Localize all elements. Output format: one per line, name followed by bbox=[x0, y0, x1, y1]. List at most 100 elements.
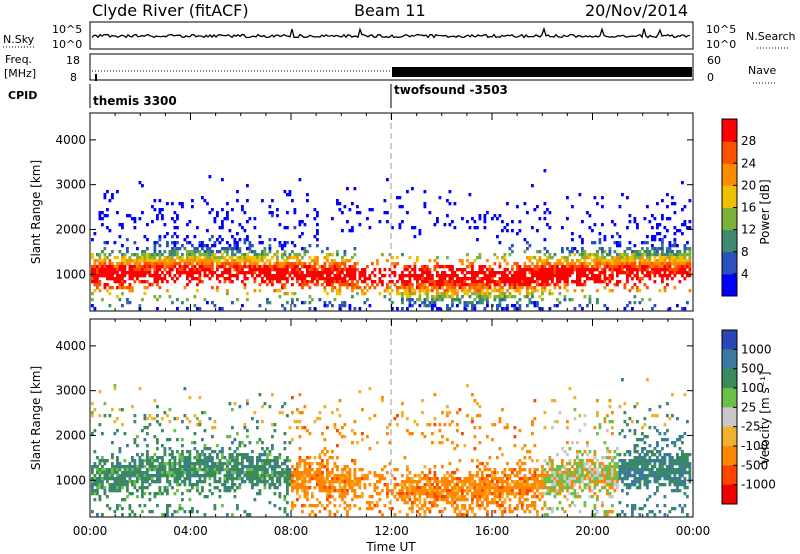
power-echo-cell bbox=[338, 283, 342, 287]
power-echo-cell bbox=[281, 265, 284, 269]
velocity-echo-cell bbox=[173, 492, 177, 496]
power-echo-cell bbox=[531, 226, 534, 230]
velocity-echo-cell bbox=[471, 495, 474, 499]
velocity-echo-cell bbox=[316, 477, 319, 481]
power-echo-cell bbox=[448, 268, 452, 272]
power-echo-cell bbox=[281, 256, 284, 260]
velocity-echo-cell bbox=[258, 477, 262, 481]
velocity-echo-cell bbox=[478, 405, 482, 409]
velocity-echo-cell bbox=[436, 480, 439, 484]
power-echo-cell bbox=[683, 247, 687, 251]
power-echo-cell bbox=[491, 274, 494, 278]
velocity-echo-cell bbox=[446, 492, 449, 496]
power-echo-cell bbox=[208, 262, 212, 266]
velocity-echo-cell bbox=[461, 480, 464, 484]
velocity-echo-cell bbox=[338, 483, 342, 487]
velocity-echo-cell bbox=[308, 468, 312, 472]
velocity-echo-cell bbox=[163, 411, 167, 415]
velocity-echo-cell bbox=[96, 456, 99, 460]
power-echo-cell bbox=[523, 283, 527, 287]
power-echo-cell bbox=[218, 241, 222, 245]
power-echo-cell bbox=[283, 244, 287, 248]
power-echo-cell bbox=[621, 262, 624, 266]
velocity-echo-cell bbox=[148, 468, 152, 472]
power-echo-cell bbox=[561, 247, 564, 251]
power-echo-cell bbox=[121, 253, 124, 257]
power-echo-cell bbox=[158, 295, 162, 299]
velocity-echo-cell bbox=[548, 465, 552, 469]
velocity-echo-cell bbox=[153, 465, 157, 469]
velocity-echo-cell bbox=[353, 504, 357, 508]
power-echo-cell bbox=[601, 259, 604, 263]
velocity-echo-cell bbox=[423, 492, 427, 496]
velocity-echo-cell bbox=[146, 480, 149, 484]
power-echo-cell bbox=[638, 280, 642, 284]
velocity-echo-cell bbox=[113, 465, 117, 469]
velocity-echo-cell bbox=[361, 474, 364, 478]
velocity-echo-cell bbox=[156, 477, 159, 481]
power-echo-cell bbox=[516, 205, 519, 209]
power-echo-cell bbox=[506, 262, 509, 266]
power-echo-cell bbox=[676, 244, 679, 248]
velocity-echo-cell bbox=[266, 453, 269, 457]
power-echo-cell bbox=[456, 298, 459, 302]
power-echo-cell bbox=[598, 277, 602, 281]
velocity-echo-cell bbox=[546, 474, 549, 478]
velocity-echo-cell bbox=[211, 465, 214, 469]
power-echo-cell bbox=[321, 274, 324, 278]
velocity-echo-cell bbox=[431, 486, 434, 490]
power-echo-cell bbox=[173, 232, 177, 236]
freq-unit: [MHz] bbox=[4, 67, 36, 80]
velocity-echo-cell bbox=[211, 471, 214, 475]
power-echo-cell bbox=[161, 253, 164, 257]
power-echo-cell bbox=[416, 280, 419, 284]
power-echo-cell bbox=[203, 250, 207, 254]
power-echo-cell bbox=[246, 271, 249, 275]
power-echo-cell bbox=[413, 268, 417, 272]
power-echo-cell bbox=[313, 208, 317, 212]
power-echo-cell bbox=[603, 286, 607, 290]
velocity-echo-cell bbox=[208, 447, 212, 451]
velocity-echo-cell bbox=[238, 486, 242, 490]
power-echo-cell bbox=[123, 262, 127, 266]
power-echo-cell bbox=[243, 211, 247, 215]
power-echo-cell bbox=[101, 217, 104, 221]
power-echo-cell bbox=[138, 280, 142, 284]
velocity-echo-cell bbox=[428, 480, 432, 484]
velocity-echo-cell bbox=[296, 465, 299, 469]
velocity-echo-cell bbox=[428, 492, 432, 496]
power-echo-cell bbox=[246, 247, 249, 251]
power-echo-cell bbox=[426, 304, 429, 308]
velocity-echo-cell bbox=[406, 489, 409, 493]
power-echo-cell bbox=[218, 259, 222, 263]
power-echo-cell bbox=[688, 253, 692, 257]
velocity-echo-cell bbox=[466, 414, 469, 418]
velocity-echo-cell bbox=[168, 438, 172, 442]
power-echo-cell bbox=[268, 268, 272, 272]
power-echo-cell bbox=[186, 274, 189, 278]
power-echo-cell bbox=[348, 274, 352, 278]
power-echo-cell bbox=[171, 217, 174, 221]
power-echo-cell bbox=[373, 286, 377, 290]
velocity-echo-cell bbox=[411, 501, 414, 505]
power-echo-cell bbox=[586, 268, 589, 272]
power-echo-cell bbox=[331, 259, 334, 263]
velocity-echo-cell bbox=[118, 483, 122, 487]
power-echo-cell bbox=[133, 274, 137, 278]
velocity-echo-cell bbox=[233, 459, 237, 463]
velocity-echo-cell bbox=[191, 468, 194, 472]
power-echo-cell bbox=[468, 283, 472, 287]
power-echo-cell bbox=[513, 274, 517, 278]
power-echo-cell bbox=[426, 265, 429, 269]
power-echo-cell bbox=[601, 247, 604, 251]
velocity-echo-cell bbox=[158, 477, 162, 481]
power-echo-cell bbox=[228, 247, 232, 251]
velocity-echo-cell bbox=[538, 480, 542, 484]
velocity-echo-cell bbox=[113, 489, 117, 493]
velocity-echo-cell bbox=[533, 474, 537, 478]
velocity-echo-cell bbox=[456, 495, 459, 499]
power-echo-cell bbox=[196, 259, 199, 263]
power-echo-cell bbox=[218, 250, 222, 254]
power-echo-cell bbox=[671, 259, 674, 263]
power-echo-cell bbox=[508, 280, 512, 284]
